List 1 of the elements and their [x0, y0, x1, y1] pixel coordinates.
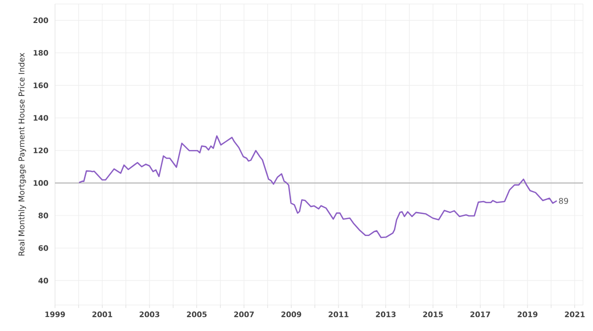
line-series — [78, 135, 558, 238]
